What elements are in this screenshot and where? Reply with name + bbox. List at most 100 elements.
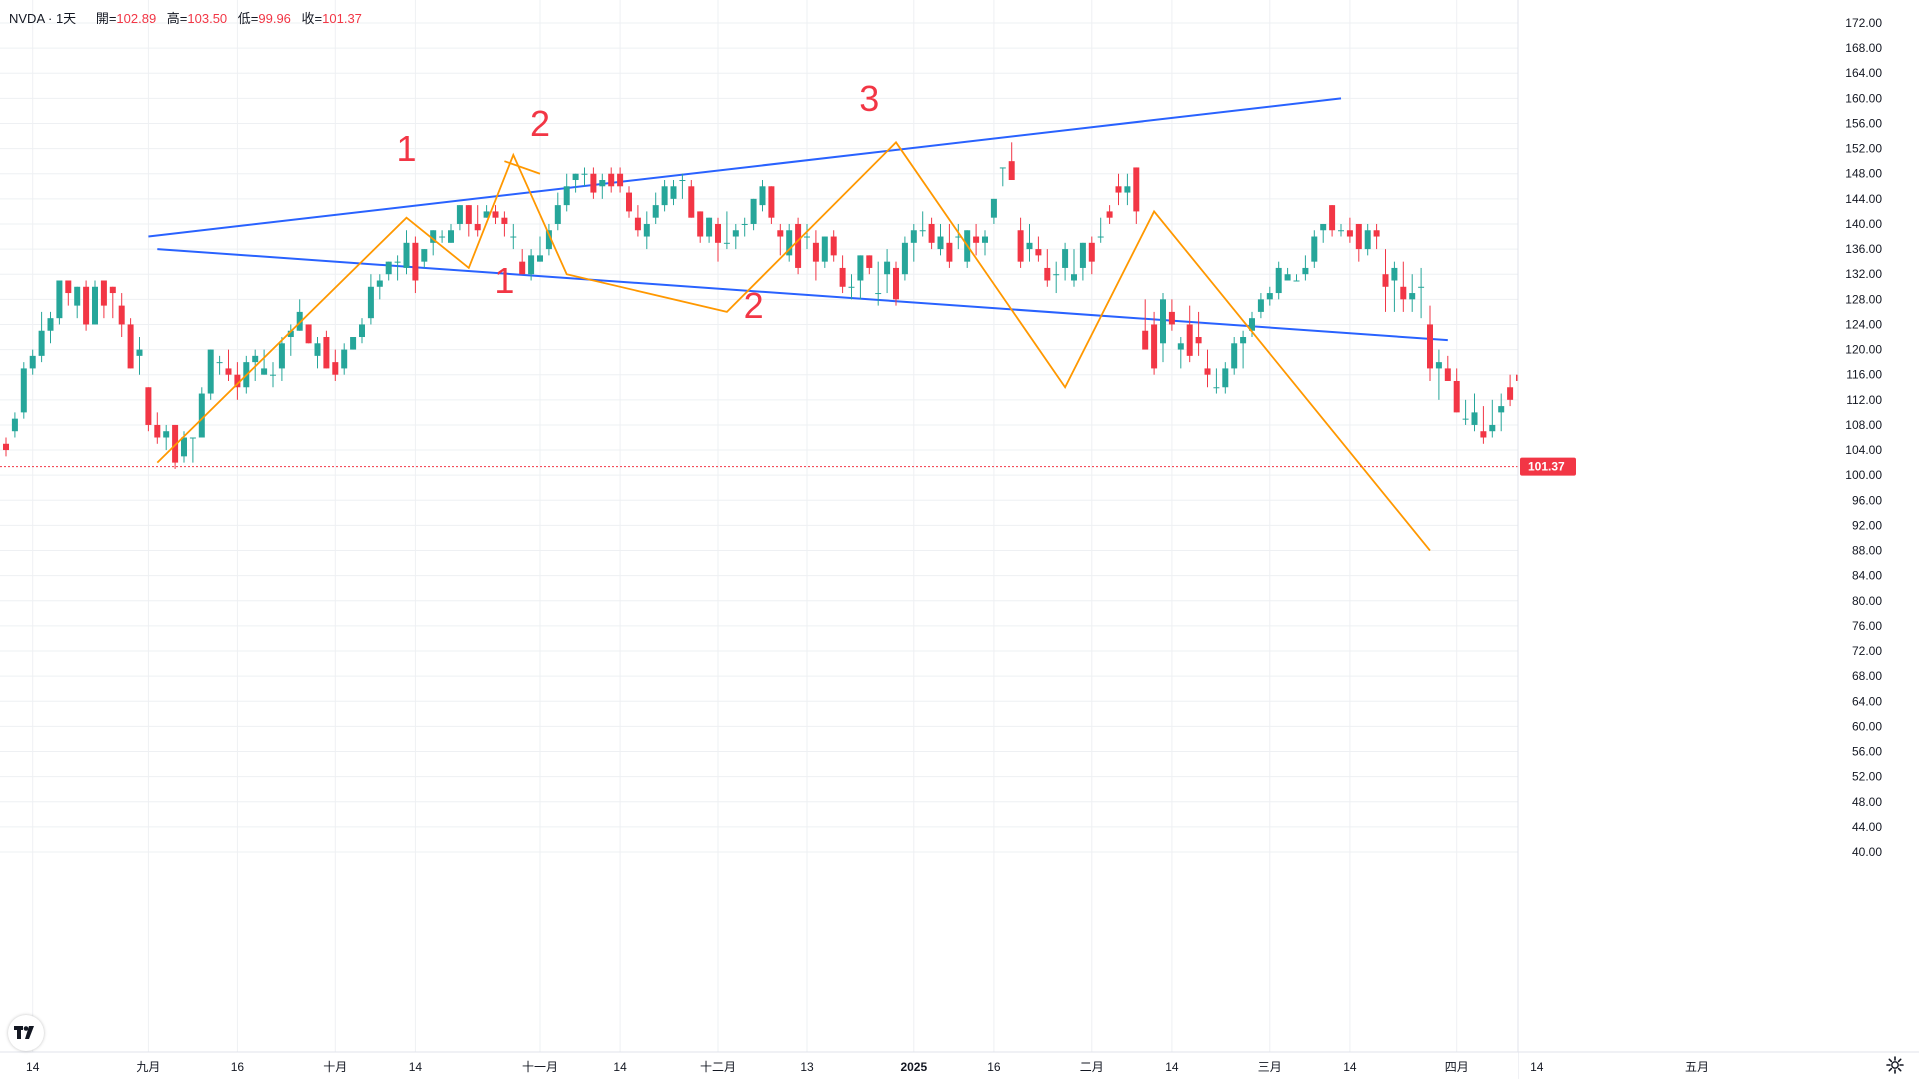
candle[interactable] (1302, 255, 1309, 281)
candle[interactable] (1346, 217, 1353, 243)
candle[interactable] (973, 223, 980, 256)
candle[interactable] (679, 173, 686, 199)
candle[interactable] (1489, 399, 1496, 438)
candle[interactable] (1017, 217, 1024, 268)
candle[interactable] (821, 236, 828, 268)
candle[interactable] (875, 261, 882, 306)
candle[interactable] (626, 186, 632, 218)
candle[interactable] (750, 198, 757, 231)
candle[interactable] (990, 198, 997, 224)
candle[interactable] (207, 349, 214, 400)
candle[interactable] (1062, 242, 1069, 281)
candle[interactable] (56, 280, 63, 325)
candle[interactable] (109, 286, 116, 319)
candle[interactable] (385, 261, 392, 281)
trendline[interactable] (157, 248, 1448, 342)
candle[interactable] (955, 223, 962, 250)
candle[interactable] (270, 362, 276, 388)
candle[interactable] (759, 180, 766, 212)
candle[interactable] (1293, 274, 1300, 282)
candle[interactable] (403, 230, 410, 275)
candle[interactable] (1115, 173, 1122, 206)
candle[interactable] (1204, 349, 1211, 388)
candle[interactable] (323, 330, 330, 369)
candle[interactable] (1195, 311, 1202, 356)
candle[interactable] (1400, 261, 1407, 312)
candle[interactable] (901, 236, 908, 281)
candle[interactable] (20, 362, 27, 419)
candle[interactable] (1035, 236, 1042, 262)
candle[interactable] (1257, 293, 1264, 319)
candle[interactable] (804, 223, 810, 250)
candle[interactable] (857, 255, 864, 300)
candle[interactable] (697, 211, 704, 243)
candle[interactable] (474, 205, 481, 237)
candle[interactable] (1409, 274, 1416, 312)
candle[interactable] (1168, 299, 1175, 331)
candle[interactable] (216, 355, 223, 375)
symbol-label[interactable]: NVDA · 1天 (9, 11, 77, 26)
candle[interactable] (1026, 223, 1033, 262)
candle[interactable] (332, 349, 339, 381)
candle[interactable] (29, 349, 36, 375)
candle[interactable] (1008, 142, 1015, 181)
candle[interactable] (1507, 374, 1514, 407)
candle[interactable] (928, 217, 935, 250)
candle[interactable] (599, 173, 606, 199)
wave-path-segment[interactable] (504, 160, 541, 175)
candle[interactable] (1222, 362, 1229, 394)
candle[interactable] (430, 230, 437, 256)
candle[interactable] (1462, 399, 1469, 425)
candle[interactable] (732, 223, 739, 250)
candle[interactable] (65, 280, 72, 306)
candle[interactable] (528, 249, 535, 281)
candle[interactable] (38, 311, 45, 363)
candle[interactable] (652, 192, 659, 224)
candle[interactable] (563, 173, 570, 212)
candle[interactable] (741, 217, 748, 237)
candle[interactable] (1231, 337, 1238, 375)
candle[interactable] (296, 299, 303, 331)
candle[interactable] (465, 205, 472, 237)
settings-gear-icon[interactable] (1885, 1055, 1905, 1075)
candle[interactable] (341, 343, 348, 375)
candle[interactable] (643, 211, 650, 250)
candle[interactable] (287, 324, 294, 356)
candle[interactable] (839, 255, 846, 294)
candle[interactable] (946, 223, 953, 268)
candle[interactable] (982, 230, 988, 256)
candle[interactable] (1453, 368, 1460, 413)
candle[interactable] (1364, 223, 1371, 256)
candle[interactable] (723, 211, 730, 250)
candle[interactable] (376, 274, 383, 300)
candle[interactable] (145, 387, 152, 432)
candle[interactable] (715, 217, 721, 262)
candle[interactable] (189, 437, 196, 463)
candle[interactable] (501, 211, 508, 237)
candle[interactable] (1240, 330, 1247, 369)
wave-path[interactable] (156, 140, 1431, 552)
candle[interactable] (1079, 242, 1086, 281)
candle[interactable] (1284, 267, 1291, 281)
candle[interactable] (1329, 205, 1336, 237)
candle[interactable] (439, 230, 446, 243)
candle[interactable] (795, 217, 802, 275)
candle[interactable] (1382, 249, 1389, 312)
candle[interactable] (1053, 261, 1060, 294)
candle[interactable] (492, 205, 499, 224)
candle[interactable] (1373, 223, 1380, 250)
candle[interactable] (1418, 267, 1425, 319)
candle[interactable] (1435, 349, 1442, 400)
candle[interactable] (919, 211, 926, 237)
candle[interactable] (590, 167, 597, 199)
candle[interactable] (421, 249, 428, 268)
candle[interactable] (537, 236, 543, 262)
candle[interactable] (1266, 286, 1273, 306)
candle[interactable] (866, 255, 873, 275)
candle[interactable] (1311, 230, 1318, 268)
candle[interactable] (661, 180, 668, 212)
candle[interactable] (1133, 167, 1140, 224)
candle[interactable] (1186, 305, 1193, 363)
price-axis[interactable] (1518, 0, 1919, 1079)
